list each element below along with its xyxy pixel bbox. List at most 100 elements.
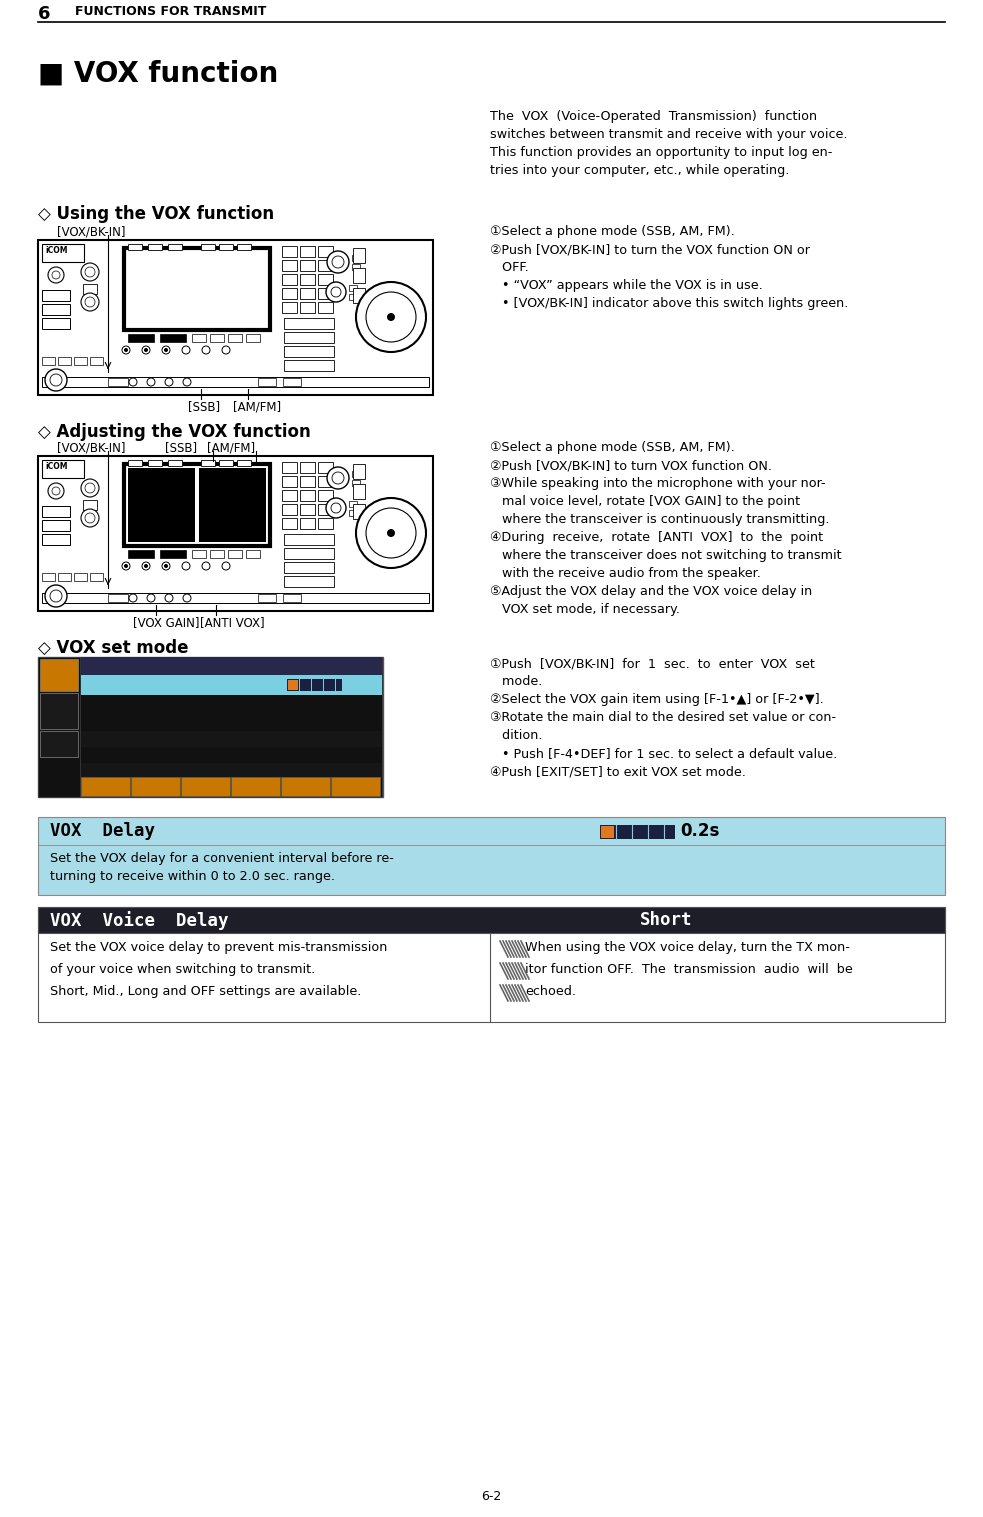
Circle shape — [183, 378, 191, 385]
Circle shape — [366, 508, 416, 558]
Circle shape — [85, 482, 95, 493]
Text: iCOM: iCOM — [45, 463, 68, 470]
Bar — [219, 460, 233, 466]
Bar — [108, 595, 128, 602]
Text: [VOX GAIN]: [VOX GAIN] — [133, 616, 200, 630]
Circle shape — [45, 369, 67, 391]
Bar — [81, 675, 382, 695]
Text: switches between transmit and receive with your voice.: switches between transmit and receive wi… — [490, 127, 847, 141]
Bar — [160, 334, 186, 341]
Text: VOX: VOX — [217, 658, 245, 672]
Text: DEF: DEF — [246, 780, 266, 790]
Bar — [300, 504, 315, 514]
Text: ◇ Adjusting the VOX function: ◇ Adjusting the VOX function — [38, 423, 311, 441]
Bar — [42, 507, 70, 517]
Bar — [282, 490, 297, 501]
Text: of your voice when switching to transmit.: of your voice when switching to transmit… — [50, 963, 316, 975]
Bar — [284, 360, 334, 372]
Circle shape — [366, 291, 416, 341]
Bar — [282, 275, 297, 285]
Bar — [81, 657, 382, 796]
Circle shape — [85, 297, 95, 306]
Circle shape — [147, 378, 155, 385]
Text: [VOX/BK-IN]: [VOX/BK-IN] — [57, 441, 126, 454]
Bar — [352, 479, 360, 485]
Bar — [83, 501, 97, 510]
Circle shape — [202, 346, 210, 353]
Bar — [318, 463, 333, 473]
Text: where the transceiver does not switching to transmit: where the transceiver does not switching… — [490, 549, 841, 561]
Bar — [284, 548, 334, 558]
Bar — [258, 378, 276, 385]
Bar — [74, 573, 87, 581]
Circle shape — [332, 256, 344, 269]
Text: ①Select a phone mode (SSB, AM, FM).: ①Select a phone mode (SSB, AM, FM). — [490, 225, 734, 238]
Circle shape — [144, 347, 148, 352]
Bar — [42, 319, 70, 329]
Text: VSC: VSC — [43, 733, 62, 742]
Bar — [318, 517, 333, 529]
Bar — [282, 476, 297, 487]
Bar — [40, 658, 78, 692]
Text: VOX  Delay: VOX Delay — [50, 822, 155, 840]
Bar — [352, 255, 360, 261]
Bar — [318, 246, 333, 256]
Text: VOX Delay: VOX Delay — [86, 678, 145, 689]
Text: • Push [F-4•DEF] for 1 sec. to select a default value.: • Push [F-4•DEF] for 1 sec. to select a … — [490, 746, 838, 760]
Bar — [168, 244, 182, 250]
Text: mal voice level, rotate [VOX GAIN] to the point: mal voice level, rotate [VOX GAIN] to th… — [490, 495, 800, 508]
Bar — [318, 302, 333, 313]
Circle shape — [48, 482, 64, 499]
Text: ■ VOX function: ■ VOX function — [38, 61, 278, 88]
Text: [SSB]: [SSB] — [165, 441, 198, 454]
Bar — [81, 731, 382, 746]
Circle shape — [326, 498, 346, 517]
Bar — [42, 593, 429, 602]
Text: 0.2s: 0.2s — [345, 678, 369, 689]
Circle shape — [81, 479, 99, 498]
Bar — [600, 825, 675, 839]
Circle shape — [162, 346, 170, 353]
Bar — [168, 460, 182, 466]
Text: ▼: ▼ — [152, 780, 160, 790]
Bar — [42, 573, 55, 581]
Text: VOX  Voice  Delay: VOX Voice Delay — [50, 912, 228, 930]
Text: [AM/FM]: [AM/FM] — [233, 400, 281, 413]
Text: ①Select a phone mode (SSB, AM, FM).: ①Select a phone mode (SSB, AM, FM). — [490, 441, 734, 454]
Bar — [284, 319, 334, 329]
Bar — [42, 534, 70, 545]
Circle shape — [142, 346, 150, 353]
Bar — [300, 275, 315, 285]
Text: mode.: mode. — [490, 675, 543, 689]
Bar — [349, 510, 357, 516]
Circle shape — [52, 272, 60, 279]
Bar — [201, 244, 215, 250]
Bar — [219, 244, 233, 250]
Circle shape — [331, 287, 341, 297]
Bar — [38, 818, 945, 895]
Bar — [284, 534, 334, 545]
Circle shape — [50, 590, 62, 602]
Bar — [181, 777, 230, 796]
Text: SLOW: SLOW — [43, 671, 70, 680]
Text: OFF.: OFF. — [490, 261, 529, 275]
Text: FUNCTIONS FOR TRANSMIT: FUNCTIONS FOR TRANSMIT — [75, 5, 266, 18]
Bar — [300, 490, 315, 501]
Circle shape — [81, 262, 99, 281]
Bar — [81, 763, 382, 780]
Bar — [258, 595, 276, 602]
Text: Short: Short — [327, 698, 357, 708]
Circle shape — [124, 347, 128, 352]
Circle shape — [162, 561, 170, 570]
Bar — [282, 517, 297, 529]
Bar — [282, 288, 297, 299]
Bar — [42, 378, 429, 387]
Text: ◇ Using the VOX function: ◇ Using the VOX function — [38, 205, 274, 223]
Circle shape — [387, 313, 395, 322]
Circle shape — [182, 561, 190, 570]
Bar — [353, 247, 365, 262]
Text: ④Push [EXIT/SET] to exit VOX set mode.: ④Push [EXIT/SET] to exit VOX set mode. — [490, 765, 746, 778]
Bar — [281, 777, 330, 796]
Bar — [318, 275, 333, 285]
Bar — [90, 356, 103, 366]
